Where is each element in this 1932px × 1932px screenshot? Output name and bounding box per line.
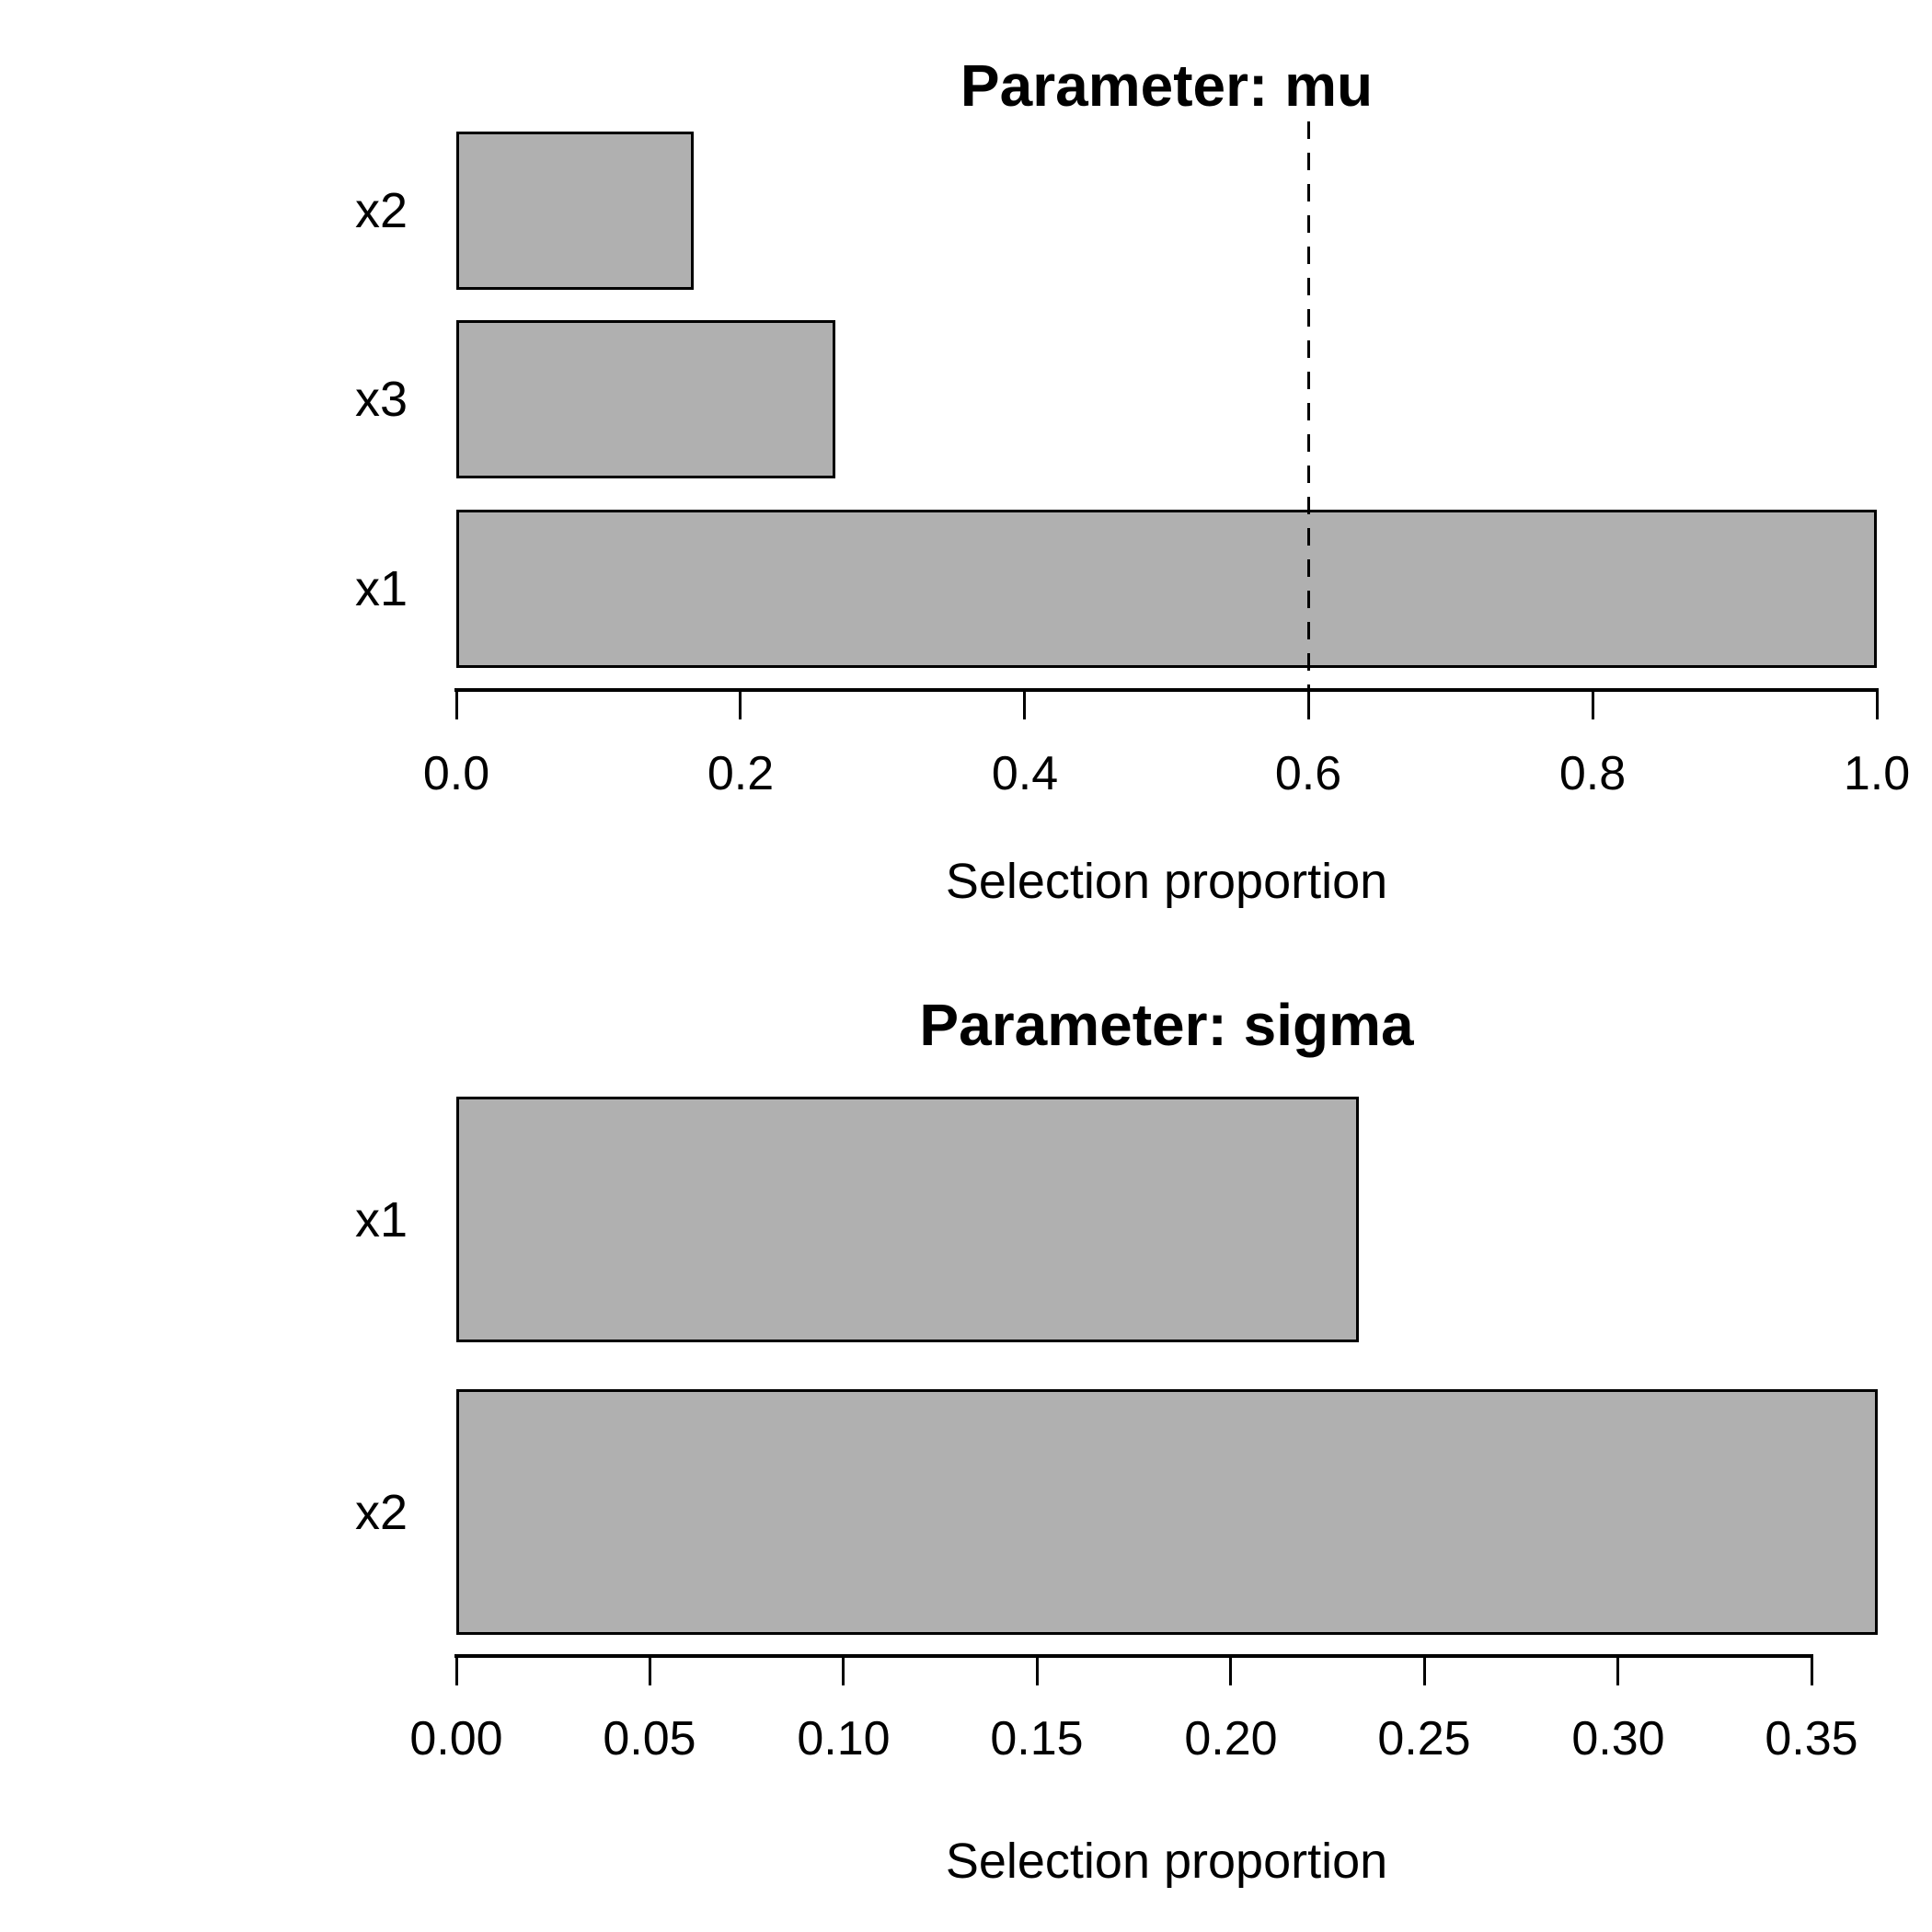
x-axis-tick-label-mu: 0.8 bbox=[1558, 747, 1627, 800]
x-axis-tick-label-mu: 0.4 bbox=[991, 747, 1059, 800]
bar-sigma-x2 bbox=[456, 1389, 1878, 1635]
chart-title-mu: Parameter: mu bbox=[960, 52, 1374, 119]
category-label-sigma-x2: x2 bbox=[354, 1485, 408, 1540]
category-label-mu-x2: x2 bbox=[354, 183, 408, 238]
x-axis-tick-label-sigma: 0.30 bbox=[1571, 1712, 1665, 1765]
category-label-mu-x3: x3 bbox=[354, 372, 408, 427]
x-axis-tick-label-sigma: 0.00 bbox=[409, 1712, 503, 1765]
x-axis-tick-label-sigma: 0.20 bbox=[1184, 1712, 1278, 1765]
chart-title-sigma: Parameter: sigma bbox=[919, 992, 1414, 1058]
x-axis-tick-sigma bbox=[1616, 1656, 1619, 1685]
x-axis-tick-sigma bbox=[1423, 1656, 1426, 1685]
x-axis-tick-label-sigma: 0.10 bbox=[797, 1712, 891, 1765]
threshold-line-mu bbox=[1307, 121, 1310, 690]
x-axis-tick-label-mu: 0.0 bbox=[422, 747, 490, 800]
x-axis-tick-label-sigma: 0.25 bbox=[1377, 1712, 1471, 1765]
x-axis-tick-label-mu: 0.2 bbox=[707, 747, 775, 800]
bar-mu-x2 bbox=[456, 132, 694, 290]
x-axis-tick-label-sigma: 0.35 bbox=[1765, 1712, 1858, 1765]
x-axis-tick-sigma bbox=[1036, 1656, 1039, 1685]
x-axis-tick-sigma bbox=[842, 1656, 845, 1685]
x-axis-tick-mu bbox=[1023, 690, 1026, 719]
bar-mu-x1 bbox=[456, 510, 1877, 668]
x-axis-label-mu: Selection proportion bbox=[945, 854, 1388, 909]
x-axis-tick-label-mu: 0.6 bbox=[1274, 747, 1342, 800]
x-axis-line-mu bbox=[454, 688, 1879, 692]
x-axis-tick-sigma bbox=[1811, 1656, 1813, 1685]
bar-sigma-x1 bbox=[456, 1097, 1359, 1342]
x-axis-tick-mu bbox=[1876, 690, 1879, 719]
x-axis-tick-mu bbox=[1592, 690, 1594, 719]
x-axis-tick-mu bbox=[455, 690, 458, 719]
x-axis-label-sigma: Selection proportion bbox=[945, 1834, 1388, 1889]
x-axis-tick-label-mu: 1.0 bbox=[1843, 747, 1911, 800]
x-axis-tick-mu bbox=[739, 690, 742, 719]
x-axis-tick-mu bbox=[1307, 690, 1310, 719]
bar-mu-x3 bbox=[456, 320, 835, 478]
x-axis-tick-label-sigma: 0.15 bbox=[990, 1712, 1084, 1765]
category-label-sigma-x1: x1 bbox=[354, 1192, 408, 1248]
x-axis-tick-sigma bbox=[455, 1656, 458, 1685]
x-axis-tick-label-sigma: 0.05 bbox=[603, 1712, 696, 1765]
x-axis-tick-sigma bbox=[1229, 1656, 1232, 1685]
category-label-mu-x1: x1 bbox=[354, 561, 408, 616]
x-axis-line-sigma bbox=[454, 1654, 1813, 1658]
x-axis-tick-sigma bbox=[649, 1656, 651, 1685]
